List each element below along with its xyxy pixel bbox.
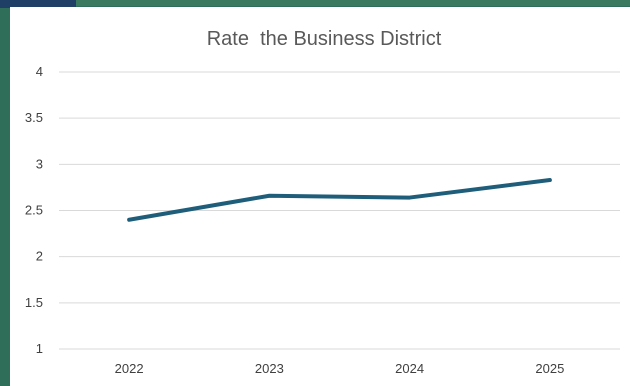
- y-tick-label: 2: [36, 249, 43, 264]
- top-accent-bar: [76, 0, 630, 6]
- chart-title: Rate the Business District: [207, 28, 442, 50]
- x-tick-label: 2022: [115, 361, 144, 376]
- series-line: [127, 178, 552, 222]
- x-tick-label: 2024: [395, 361, 424, 376]
- x-tick-label: 2025: [535, 361, 564, 376]
- y-tick-label: 4: [36, 64, 43, 79]
- y-tick-label: 3.5: [25, 110, 43, 125]
- series-layer: [127, 178, 552, 222]
- chart-panel: Rate the Business District 1 1.5 2 2.5 3 3.5 4…: [10, 7, 630, 386]
- y-axis-ticks: 1 1.5 2 2.5 3 3.5 4: [25, 64, 43, 356]
- x-axis-ticks: 2022 2023 2024 2025: [115, 361, 565, 376]
- x-tick-label: 2023: [255, 361, 284, 376]
- gridlines: [59, 71, 620, 350]
- y-tick-label: 2.5: [25, 203, 43, 218]
- line-chart: Rate the Business District 1 1.5 2 2.5 3 3.5 4…: [25, 28, 620, 376]
- top-accent-bar-dark: [0, 0, 76, 8]
- y-tick-label: 1: [36, 341, 43, 356]
- y-tick-label: 3: [36, 156, 43, 171]
- y-tick-label: 1.5: [25, 295, 43, 310]
